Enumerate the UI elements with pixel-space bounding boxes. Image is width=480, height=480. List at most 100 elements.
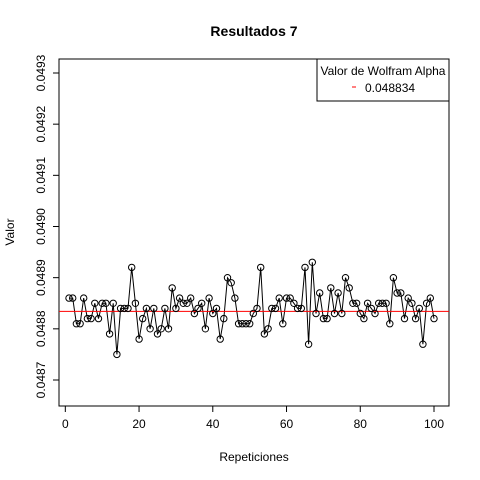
data-point bbox=[415, 304, 423, 313]
data-point bbox=[135, 335, 143, 343]
data-point bbox=[227, 279, 235, 287]
data-point bbox=[257, 263, 265, 272]
y-axis: 0.0487 0.0488 0.0489 0.0490 0.0491 0.0492 0.04… bbox=[34, 54, 59, 398]
data-point bbox=[72, 320, 81, 328]
data-point bbox=[393, 289, 401, 297]
data-point bbox=[382, 299, 390, 307]
data-point bbox=[139, 314, 147, 323]
data-point bbox=[131, 299, 140, 307]
data-point bbox=[341, 274, 350, 282]
y-tick-label: 0.0492 bbox=[34, 105, 48, 142]
data-point bbox=[419, 340, 427, 348]
data-point bbox=[234, 320, 243, 328]
data-point bbox=[308, 258, 316, 266]
data-point bbox=[164, 325, 173, 333]
data-point bbox=[242, 320, 250, 328]
data-point bbox=[293, 304, 302, 313]
y-tick-label: 0.0493 bbox=[34, 54, 48, 91]
data-point bbox=[253, 304, 261, 313]
data-point bbox=[94, 314, 103, 323]
data-point bbox=[168, 284, 176, 292]
data-point bbox=[216, 335, 224, 343]
data-point bbox=[146, 325, 154, 333]
data-point bbox=[375, 299, 383, 307]
data-point bbox=[231, 294, 239, 302]
data-point bbox=[397, 289, 405, 297]
data-point bbox=[286, 294, 294, 302]
data-point bbox=[282, 294, 291, 302]
y-tick-label: 0.0488 bbox=[34, 310, 48, 347]
data-point bbox=[102, 299, 110, 307]
data-point bbox=[327, 284, 335, 292]
data-point bbox=[356, 309, 364, 318]
data-point bbox=[142, 304, 151, 313]
data-point bbox=[153, 330, 162, 338]
data-point bbox=[109, 299, 117, 307]
data-point bbox=[349, 299, 357, 307]
data-point bbox=[194, 304, 202, 313]
data-point bbox=[316, 289, 324, 297]
data-point bbox=[386, 320, 394, 328]
data-point bbox=[172, 304, 180, 313]
x-tick-label: 0 bbox=[62, 417, 69, 431]
chart-title: Resultados 7 bbox=[210, 23, 297, 39]
data-point bbox=[98, 299, 106, 307]
legend-entry-label: 0.048834 bbox=[365, 81, 415, 95]
data-point bbox=[312, 309, 320, 318]
data-point bbox=[198, 299, 206, 307]
data-point bbox=[301, 263, 309, 272]
data-point bbox=[76, 320, 84, 328]
x-tick-label: 100 bbox=[424, 417, 444, 431]
data-point bbox=[378, 299, 387, 307]
legend-box bbox=[316, 58, 450, 102]
data-point bbox=[91, 299, 99, 307]
data-point bbox=[422, 299, 431, 307]
data-point bbox=[334, 289, 342, 297]
data-point bbox=[190, 309, 199, 318]
y-axis-label: Valor bbox=[3, 218, 17, 245]
plot-frame bbox=[58, 58, 450, 407]
data-point bbox=[404, 294, 412, 302]
data-point bbox=[400, 314, 409, 323]
data-point bbox=[65, 294, 73, 302]
y-tick-label: 0.0489 bbox=[34, 259, 48, 296]
data-point bbox=[161, 304, 169, 313]
data-point bbox=[116, 304, 125, 313]
data-point bbox=[69, 294, 77, 302]
data-point bbox=[120, 304, 129, 313]
data-point bbox=[345, 284, 353, 292]
x-axis-label: Repeticiones bbox=[219, 450, 288, 464]
x-tick-label: 40 bbox=[206, 417, 220, 431]
y-tick-label: 0.0491 bbox=[34, 157, 48, 194]
data-point bbox=[352, 299, 361, 307]
data-point bbox=[209, 309, 217, 318]
x-tick-label: 20 bbox=[132, 417, 146, 431]
x-tick-label: 80 bbox=[354, 417, 368, 431]
data-point bbox=[87, 314, 95, 323]
data-point bbox=[175, 294, 184, 302]
data-point bbox=[246, 320, 254, 328]
data-point bbox=[212, 304, 221, 313]
data-point bbox=[389, 274, 398, 282]
data-point bbox=[249, 309, 258, 318]
data-point bbox=[238, 320, 247, 328]
data-point bbox=[323, 314, 331, 323]
x-tick-label: 60 bbox=[280, 417, 294, 431]
data-point bbox=[408, 299, 416, 307]
data-point bbox=[271, 304, 280, 313]
y-tick-label: 0.0487 bbox=[34, 361, 48, 398]
data-point bbox=[367, 304, 375, 313]
legend-title: Valor de Wolfram Alpha bbox=[321, 64, 446, 78]
data-point bbox=[371, 309, 379, 318]
data-point bbox=[201, 325, 210, 333]
data-point bbox=[268, 304, 276, 313]
data-point bbox=[338, 309, 346, 318]
data-point bbox=[363, 299, 372, 307]
data-point bbox=[83, 314, 92, 323]
data-point bbox=[279, 320, 287, 328]
plot-area bbox=[59, 258, 449, 359]
data-point bbox=[264, 325, 272, 333]
data-point bbox=[105, 330, 114, 338]
